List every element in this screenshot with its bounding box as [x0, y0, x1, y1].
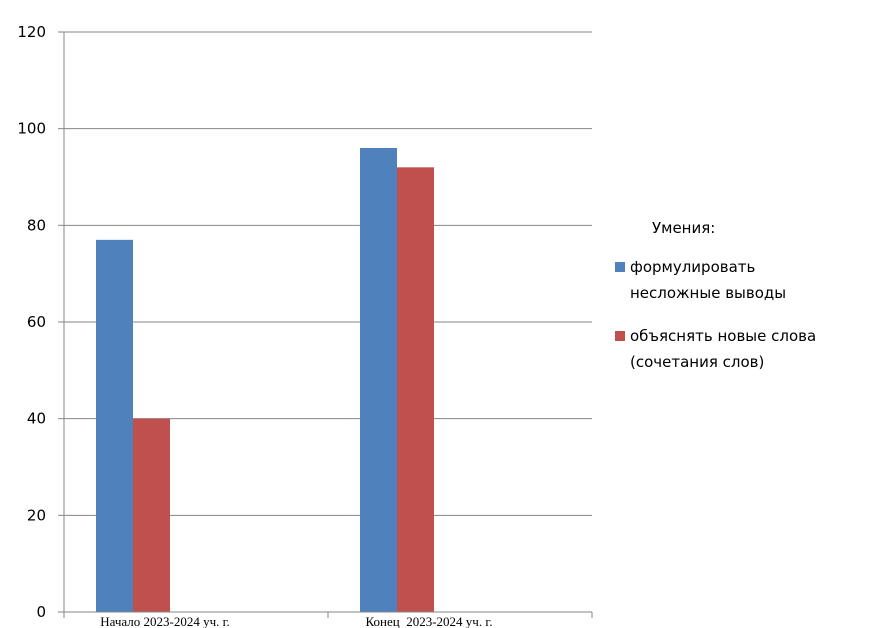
y-tick-label: 20	[27, 506, 46, 524]
bar-2-2	[397, 167, 434, 613]
legend-entry-label: формулировать	[630, 258, 755, 276]
legend-entry-label: несложные выводы	[630, 284, 786, 302]
legend-title: Умения:	[652, 219, 715, 237]
x-category-label: Конец 2023-2024 уч. г.	[366, 614, 493, 628]
axes	[58, 31, 593, 618]
bar-1-1	[96, 239, 133, 613]
bar-2-1	[133, 418, 170, 612]
y-tick-label: 80	[27, 216, 46, 234]
x-axis-category-labels: Начало 2023-2024 уч. г. Конец 2023-2024 у…	[100, 614, 492, 628]
y-axis-tick-labels: 0 20 40 60 80 100 120	[17, 23, 46, 621]
y-tick-label: 100	[17, 120, 46, 138]
bars	[96, 148, 434, 613]
legend: Умения: формулировать несложные выводы объ…	[615, 219, 816, 371]
y-tick-label: 60	[27, 313, 46, 331]
legend-entry-label: объяснять новые слова	[630, 327, 816, 345]
bar-1-2	[360, 148, 397, 612]
y-tick-label: 0	[36, 603, 46, 621]
legend-swatch	[615, 331, 625, 341]
y-tick-label: 120	[17, 23, 46, 41]
x-category-label: Начало 2023-2024 уч. г.	[100, 614, 230, 628]
y-tick-label: 40	[27, 410, 46, 428]
legend-swatch	[615, 262, 625, 272]
legend-entry-label: (сочетания слов)	[630, 353, 764, 371]
